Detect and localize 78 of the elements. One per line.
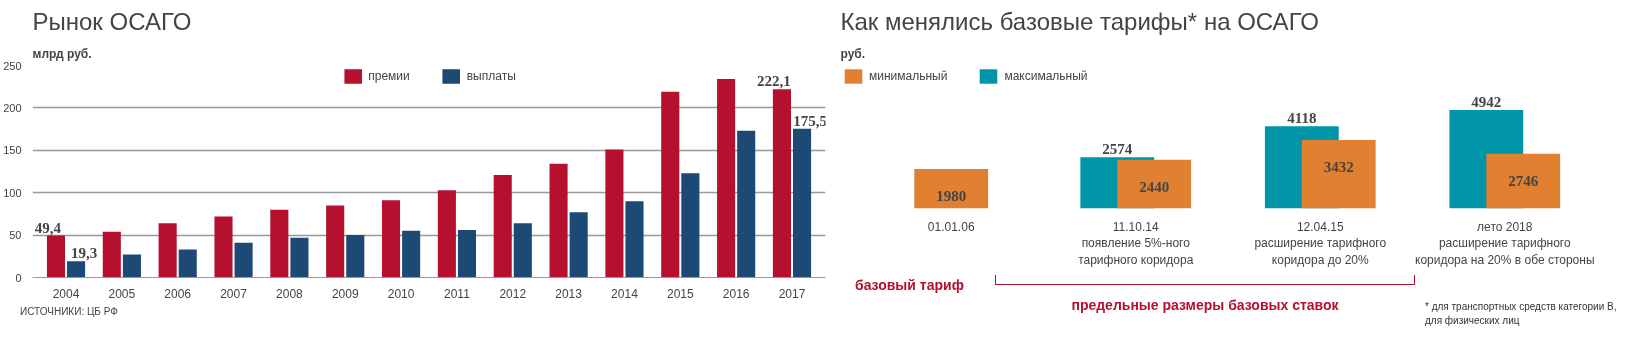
text: * для транспортных средств категории В, для физических лиц [1425, 300, 1618, 329]
bar [346, 235, 365, 278]
legend-label: выплаты [466, 69, 516, 83]
bar [234, 242, 253, 278]
data-label: 49,4 [34, 219, 62, 236]
x-tick-label: 2016 [722, 286, 750, 301]
data-label: 4942 [1471, 93, 1502, 110]
chart-title: Рынок ОСАГО [32, 7, 192, 35]
bar [737, 130, 756, 278]
bar [381, 200, 401, 278]
bar [772, 89, 791, 278]
y-tick-label: 250 [3, 59, 22, 72]
data-label: 3432 [1323, 159, 1354, 176]
bar [290, 237, 309, 278]
bar [1486, 153, 1561, 209]
text: предельные размеры базовых ставок [1071, 296, 1339, 315]
x-tick-label: 12.04.15 расширение тарифного коридора до 20% [1254, 219, 1387, 268]
x-tick-label: 2017 [778, 286, 806, 301]
y-axis-title: млрд руб. [32, 46, 92, 61]
bar [605, 149, 624, 278]
x-tick-label: 01.01.06 [927, 219, 975, 234]
y-tick-label: 200 [3, 101, 22, 114]
bar [46, 235, 65, 278]
bar [661, 91, 680, 278]
x-tick-label: 2011 [444, 286, 471, 301]
data-label: 2746 [1508, 172, 1539, 189]
bar [681, 173, 700, 278]
data-label: 222,1 [757, 73, 791, 90]
bar [67, 261, 86, 278]
x-tick-label: 2014 [611, 286, 639, 301]
x-tick-label: 2008 [276, 286, 304, 301]
bar [178, 249, 197, 278]
data-label: 4118 [1287, 110, 1317, 127]
data-label: 2574 [1102, 141, 1133, 158]
x-tick-label: 2005 [108, 286, 136, 301]
x-tick-label: 2012 [499, 286, 527, 301]
chart-title: Как менялись базовые тарифы* на ОСАГО [840, 7, 1319, 35]
bar [158, 223, 177, 278]
x-tick-label: 11.10.14 появление 5%-ного тарифного коридора [1078, 219, 1194, 268]
bar [437, 190, 456, 278]
y-axis-title: руб. [840, 46, 866, 61]
legend-label: минимальный [869, 69, 948, 83]
x-tick-label: 2010 [387, 286, 415, 301]
x-tick-label: 2009 [331, 286, 359, 301]
bar [493, 174, 512, 278]
data-label: 1980 [936, 187, 967, 204]
x-tick-label: 2015 [666, 286, 694, 301]
y-tick-label: 50 [9, 229, 22, 242]
bar [717, 79, 736, 278]
x-tick-label: 2006 [164, 286, 192, 301]
bar [793, 128, 812, 278]
bar [122, 254, 141, 278]
bar [457, 230, 477, 278]
data-label: 2440 [1139, 178, 1170, 195]
data-label: 175,5 [793, 112, 827, 129]
x-tick-label: 2013 [555, 286, 583, 301]
x-tick-label: лето 2018 расширение тарифного коридора на 20% в обе стороны [1415, 219, 1595, 268]
y-tick-label: 0 [15, 271, 22, 284]
data-label: 19,3 [70, 245, 98, 262]
legend-label: максимальный [1004, 69, 1088, 83]
text: базовый тариф [855, 276, 964, 295]
bar [402, 230, 421, 278]
bar [513, 223, 532, 278]
bar [214, 216, 233, 278]
bar [102, 231, 121, 278]
legend-label: премии [368, 69, 410, 83]
bar [569, 212, 588, 278]
bar [326, 205, 345, 278]
x-tick-label: 2004 [52, 286, 80, 301]
y-tick-label: 150 [3, 144, 22, 157]
text: ИСТОЧНИКИ: ЦБ РФ [20, 305, 118, 319]
y-tick-label: 100 [3, 186, 22, 199]
bar [1117, 159, 1192, 209]
bar [1301, 140, 1376, 209]
x-tick-label: 2007 [220, 286, 248, 301]
bar [549, 163, 568, 278]
bar [270, 209, 289, 278]
bar [625, 201, 644, 278]
